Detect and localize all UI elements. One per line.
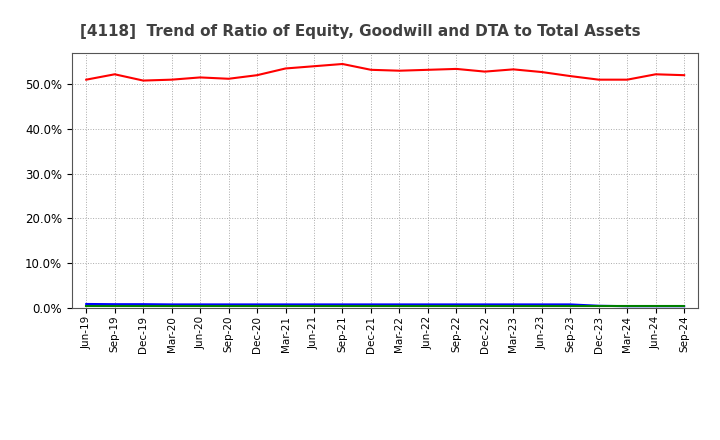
- Deferred Tax Assets: [366, 304, 375, 309]
- Equity: [139, 78, 148, 83]
- Goodwill: [537, 302, 546, 307]
- Deferred Tax Assets: [310, 304, 318, 309]
- Equity: [253, 73, 261, 78]
- Goodwill: [623, 304, 631, 309]
- Goodwill: [310, 302, 318, 307]
- Line: Goodwill: Goodwill: [86, 304, 684, 306]
- Equity: [110, 72, 119, 77]
- Goodwill: [680, 304, 688, 309]
- Deferred Tax Assets: [680, 304, 688, 309]
- Deferred Tax Assets: [110, 304, 119, 309]
- Deferred Tax Assets: [652, 304, 660, 309]
- Deferred Tax Assets: [395, 304, 404, 309]
- Deferred Tax Assets: [566, 304, 575, 309]
- Goodwill: [110, 301, 119, 307]
- Goodwill: [595, 303, 603, 308]
- Deferred Tax Assets: [623, 304, 631, 309]
- Goodwill: [253, 302, 261, 307]
- Equity: [282, 66, 290, 71]
- Goodwill: [366, 302, 375, 307]
- Goodwill: [139, 301, 148, 307]
- Deferred Tax Assets: [480, 304, 489, 309]
- Equity: [366, 67, 375, 73]
- Equity: [452, 66, 461, 72]
- Equity: [566, 73, 575, 79]
- Goodwill: [395, 302, 404, 307]
- Deferred Tax Assets: [338, 304, 347, 309]
- Deferred Tax Assets: [595, 304, 603, 309]
- Deferred Tax Assets: [509, 304, 518, 309]
- Equity: [480, 69, 489, 74]
- Deferred Tax Assets: [452, 304, 461, 309]
- Goodwill: [167, 302, 176, 307]
- Equity: [652, 72, 660, 77]
- Equity: [680, 73, 688, 78]
- Equity: [395, 68, 404, 73]
- Goodwill: [452, 302, 461, 307]
- Deferred Tax Assets: [282, 304, 290, 309]
- Text: [4118]  Trend of Ratio of Equity, Goodwill and DTA to Total Assets: [4118] Trend of Ratio of Equity, Goodwil…: [80, 24, 640, 39]
- Goodwill: [566, 302, 575, 307]
- Equity: [82, 77, 91, 82]
- Goodwill: [82, 301, 91, 307]
- Equity: [167, 77, 176, 82]
- Goodwill: [338, 302, 347, 307]
- Equity: [623, 77, 631, 82]
- Deferred Tax Assets: [82, 304, 91, 309]
- Equity: [537, 70, 546, 75]
- Goodwill: [652, 304, 660, 309]
- Equity: [509, 67, 518, 72]
- Line: Equity: Equity: [86, 64, 684, 81]
- Deferred Tax Assets: [537, 304, 546, 309]
- Deferred Tax Assets: [196, 304, 204, 309]
- Deferred Tax Assets: [423, 304, 432, 309]
- Equity: [338, 61, 347, 66]
- Goodwill: [509, 302, 518, 307]
- Deferred Tax Assets: [167, 304, 176, 309]
- Goodwill: [480, 302, 489, 307]
- Goodwill: [282, 302, 290, 307]
- Equity: [196, 75, 204, 80]
- Deferred Tax Assets: [225, 304, 233, 309]
- Goodwill: [225, 302, 233, 307]
- Deferred Tax Assets: [253, 304, 261, 309]
- Goodwill: [423, 302, 432, 307]
- Equity: [225, 76, 233, 81]
- Equity: [310, 64, 318, 69]
- Equity: [423, 67, 432, 73]
- Goodwill: [196, 302, 204, 307]
- Deferred Tax Assets: [139, 304, 148, 309]
- Equity: [595, 77, 603, 82]
